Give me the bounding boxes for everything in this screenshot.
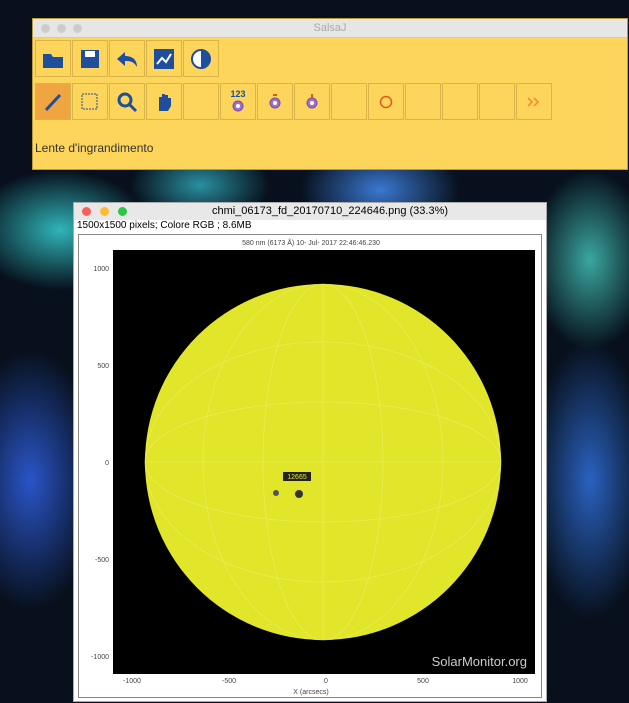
grid xyxy=(144,283,502,641)
empty-tool[interactable] xyxy=(442,83,478,120)
tool-label: 123 xyxy=(230,89,246,99)
minimize-button[interactable] xyxy=(100,207,109,216)
more-tools[interactable] xyxy=(516,83,552,120)
tick-label: 500 xyxy=(417,678,429,685)
watermark: SolarMonitor.org xyxy=(432,654,527,669)
empty-tool[interactable] xyxy=(331,83,367,120)
open-button[interactable] xyxy=(35,40,71,77)
icon xyxy=(117,92,138,112)
rectangle-tool[interactable] xyxy=(72,83,108,120)
icon xyxy=(191,48,211,69)
title-bar: SalsaJ xyxy=(33,19,627,38)
x-axis-label: X (arcsecs) xyxy=(293,689,329,696)
tick-label: 0 xyxy=(324,678,328,685)
icon xyxy=(379,95,393,108)
count-tool[interactable]: 123 xyxy=(220,83,256,120)
status-text: Lente d'ingrandimento xyxy=(35,141,154,155)
zoom-button[interactable] xyxy=(118,207,127,216)
icon xyxy=(43,53,63,68)
icon xyxy=(306,93,318,108)
minimize-button[interactable] xyxy=(57,24,66,33)
tick-label: 1000 xyxy=(93,266,109,273)
tick-label: 500 xyxy=(97,363,109,370)
icon xyxy=(527,96,540,107)
contrast-button[interactable] xyxy=(183,40,219,77)
tick-label: -1000 xyxy=(91,654,109,661)
plot-button[interactable] xyxy=(146,40,182,77)
icon xyxy=(269,93,281,108)
zoom-button[interactable] xyxy=(73,24,82,33)
icon xyxy=(232,100,244,112)
empty-tool[interactable] xyxy=(183,83,219,120)
icon xyxy=(159,93,171,111)
magnifier-tool[interactable] xyxy=(109,83,145,120)
tick-label: -1000 xyxy=(123,678,141,685)
hand-tool[interactable] xyxy=(146,83,182,120)
target-tool[interactable] xyxy=(257,83,293,120)
window-title: SalsaJ xyxy=(313,22,347,34)
icon xyxy=(44,93,62,111)
icon xyxy=(154,48,174,69)
title-bar: chmi_06173_fd_20170710_224646.png (33.3%… xyxy=(74,203,546,220)
sunspot xyxy=(273,490,279,496)
icon xyxy=(81,49,99,68)
plot-title: 580 nm (6173 Å) 10- Jul- 2017 22:46:46.2… xyxy=(242,240,380,247)
save-button[interactable] xyxy=(72,40,108,77)
close-button[interactable] xyxy=(82,207,91,216)
undo-button[interactable] xyxy=(109,40,145,77)
image-info: 1500x1500 pixels; Colore RGB ; 8.6MB xyxy=(77,220,252,231)
tick-label: -500 xyxy=(221,678,236,685)
close-button[interactable] xyxy=(41,24,50,33)
icon xyxy=(117,51,137,67)
sun-image: 12665 SolarMonitor.org xyxy=(113,250,535,674)
region-box xyxy=(283,472,311,481)
image-canvas: 580 nm (6173 Å) 10- Jul- 2017 22:46:46.2… xyxy=(78,234,542,698)
sunspot xyxy=(295,490,303,498)
region-label: 12665 xyxy=(287,474,307,481)
target-tool[interactable] xyxy=(294,83,330,120)
pen-tool[interactable] xyxy=(35,83,71,120)
empty-tool[interactable] xyxy=(479,83,515,120)
image-window: chmi_06173_fd_20170710_224646.png (33.3%… xyxy=(73,202,547,702)
tick-label: -500 xyxy=(94,557,109,564)
icon xyxy=(81,93,98,109)
empty-tool[interactable] xyxy=(405,83,441,120)
salsaj-window: SalsaJ 123 Lente d'ingrandimento xyxy=(32,18,628,170)
tick-label: 0 xyxy=(105,460,109,467)
window-title: chmi_06173_fd_20170710_224646.png (33.3%… xyxy=(211,205,449,217)
tick-label: 1000 xyxy=(512,678,528,685)
clock-tool[interactable] xyxy=(368,83,404,120)
